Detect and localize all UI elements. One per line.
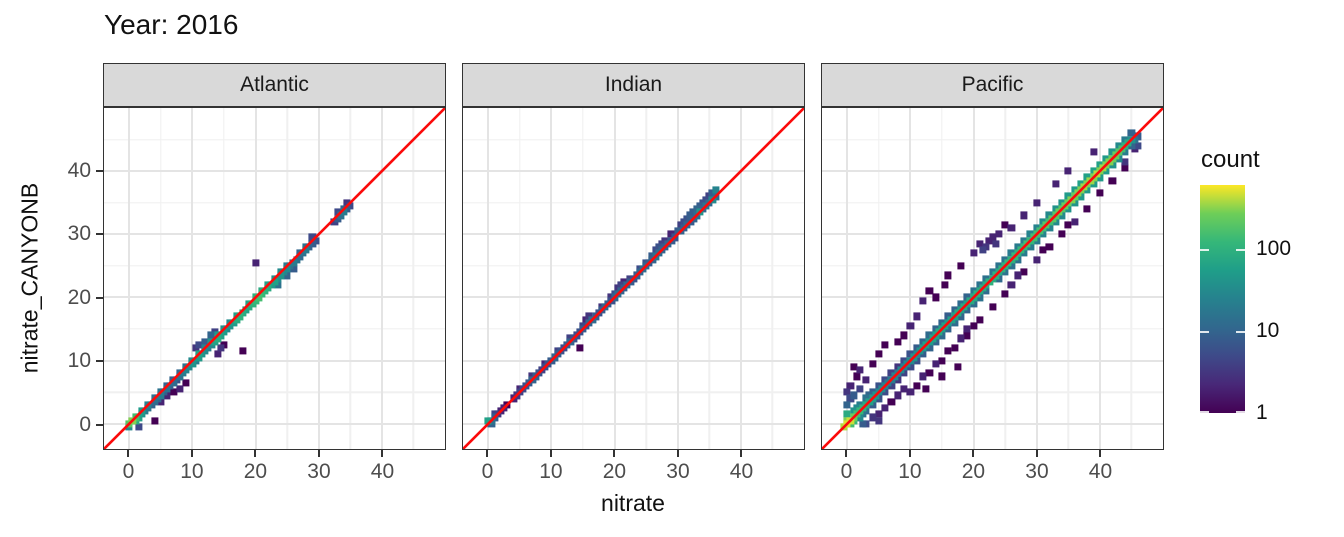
x-tick-mark (254, 450, 257, 457)
x-tick-label: 20 (602, 460, 627, 483)
x-tick-mark (317, 450, 320, 457)
x-tick-label: 20 (961, 460, 986, 483)
y-tick-mark (96, 360, 103, 363)
x-axis-ticks-indian: 0 10 20 30 40 (462, 450, 805, 490)
facet-strip-label: Indian (604, 73, 663, 96)
legend-tick-mark (1200, 248, 1209, 252)
facet-strip-indian: Indian (462, 63, 805, 107)
legend-title: count (1201, 146, 1260, 173)
x-tick-label: 20 (243, 460, 268, 483)
x-tick-label: 0 (481, 460, 494, 483)
y-axis-title: nitrate_CANYONB (16, 182, 43, 374)
x-tick-mark (845, 450, 848, 457)
x-tick-label: 30 (666, 460, 690, 483)
y-tick-label: 0 (79, 412, 91, 436)
legend-tick-mark (1236, 248, 1245, 252)
x-tick-mark (740, 450, 743, 457)
panel-pacific (821, 107, 1164, 450)
x-tick-mark (1035, 450, 1038, 457)
legend-tick-label: 1 (1256, 401, 1268, 424)
y-tick-label: 40 (67, 158, 91, 182)
legend-colorbar (1200, 185, 1245, 413)
x-axis-ticks-pacific: 0 10 20 30 40 (821, 450, 1164, 490)
panel-atlantic (103, 107, 446, 450)
x-tick-label: 0 (840, 460, 853, 483)
x-tick-label: 10 (898, 460, 922, 483)
y-tick-mark (96, 233, 103, 236)
x-tick-label: 10 (180, 460, 204, 483)
y-tick-label: 10 (67, 349, 91, 373)
legend-tick-mark (1236, 330, 1245, 334)
x-tick-mark (381, 450, 384, 457)
x-tick-mark (486, 450, 489, 457)
legend-tick-label: 10 (1256, 318, 1280, 342)
x-tick-mark (127, 450, 130, 457)
x-tick-label: 10 (539, 460, 563, 483)
x-tick-label: 0 (122, 460, 135, 483)
x-tick-label: 30 (307, 460, 331, 483)
y-axis-ticks: 0 10 20 30 40 (56, 107, 103, 450)
x-axis-ticks-atlantic: 0 10 20 30 40 (103, 450, 446, 490)
x-tick-mark (676, 450, 679, 457)
x-tick-label: 40 (1088, 460, 1113, 483)
legend-tick-mark (1200, 330, 1209, 334)
legend-tick-label: 100 (1256, 236, 1292, 260)
y-tick-mark (96, 296, 103, 299)
y-tick-label: 20 (67, 285, 91, 309)
panel-indian (462, 107, 805, 450)
x-tick-mark (613, 450, 616, 457)
facet-strip-pacific: Pacific (821, 63, 1164, 107)
facet-strip-label: Atlantic (240, 73, 309, 96)
facet-strip-atlantic: Atlantic (103, 63, 446, 107)
x-tick-label: 40 (370, 460, 395, 483)
y-tick-mark (96, 423, 103, 426)
x-tick-mark (972, 450, 975, 457)
x-tick-mark (190, 450, 193, 457)
plot-title: Year: 2016 (104, 9, 239, 40)
x-tick-label: 30 (1025, 460, 1049, 483)
x-tick-label: 40 (729, 460, 754, 483)
x-tick-mark (549, 450, 552, 457)
legend-tick-mark (1200, 410, 1209, 413)
x-tick-mark (1099, 450, 1102, 457)
x-tick-mark (908, 450, 911, 457)
y-tick-mark (96, 169, 103, 172)
x-axis-title: nitrate (601, 490, 665, 516)
y-tick-label: 30 (67, 222, 91, 246)
legend-tick-mark (1236, 410, 1245, 413)
facet-strip-label: Pacific (961, 73, 1024, 96)
